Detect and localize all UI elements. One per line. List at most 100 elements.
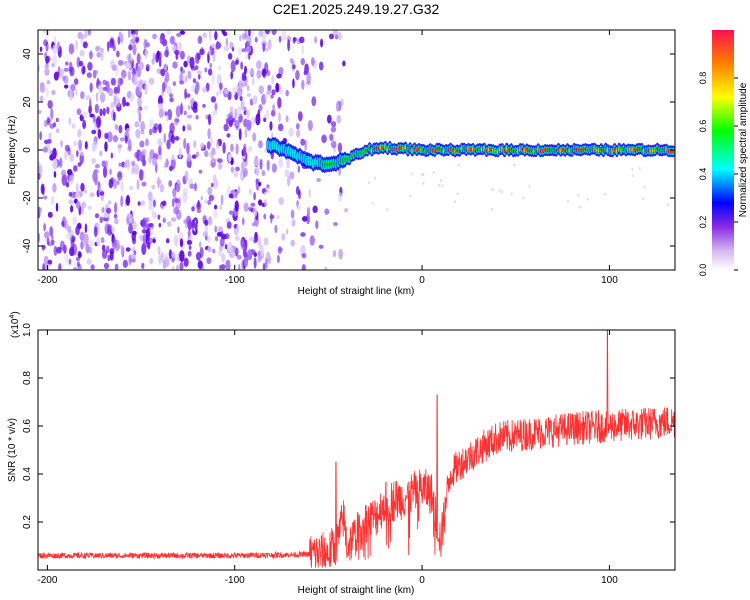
heatmap-cell <box>330 140 337 149</box>
heatmap-cell <box>99 191 105 196</box>
heatmap-cell <box>109 168 112 176</box>
heatmap-cell <box>337 192 343 203</box>
heatmap-cell <box>386 208 389 212</box>
heatmap-cell <box>133 164 140 176</box>
heatmap-cell <box>213 204 218 210</box>
heatmap-cell <box>328 173 331 177</box>
heatmap-cell <box>498 189 501 193</box>
colorbar-tick-label: 0.0 <box>698 264 708 277</box>
heatmap-cell <box>368 146 371 150</box>
heatmap-cell <box>50 195 55 206</box>
heatmap-cell <box>126 54 130 61</box>
heatmap-cell <box>177 41 183 52</box>
heatmap-cell <box>566 147 569 151</box>
heatmap-cell <box>207 199 212 206</box>
heatmap-cell <box>368 181 371 185</box>
heatmap-cell <box>625 148 627 153</box>
heatmap-cell <box>265 47 269 52</box>
heatmap-cell <box>631 148 634 152</box>
heatmap-cell <box>157 176 160 189</box>
heatmap-cell <box>309 235 315 246</box>
heatmap-cell <box>242 217 245 226</box>
heatmap-cell <box>301 44 304 55</box>
heatmap-cell <box>47 211 53 218</box>
heatmap-cell <box>216 231 223 237</box>
heatmap-cell <box>94 213 100 219</box>
heatmap-cell <box>93 140 98 151</box>
colorbar-tick-label: 0.8 <box>698 72 708 85</box>
heatmap-cell <box>537 147 540 151</box>
heatmap-cell <box>278 35 282 43</box>
heatmap-cell <box>89 113 95 118</box>
heatmap-cell <box>100 47 104 53</box>
heatmap-cell <box>474 149 477 153</box>
heatmap-cell <box>571 149 573 153</box>
heatmap-cell <box>104 132 109 140</box>
heatmap-cell <box>78 60 84 67</box>
heatmap-cell <box>292 78 295 89</box>
heatmap-cell <box>277 123 284 132</box>
heatmap-cell <box>114 263 119 270</box>
heatmap-cell <box>172 81 177 87</box>
heatmap-cell <box>217 162 223 170</box>
heatmap-cell <box>508 148 510 153</box>
heatmap-cell <box>113 111 116 122</box>
heatmap-cell <box>409 146 411 150</box>
colorbar-gradient <box>712 30 734 270</box>
heatmap-cell <box>290 58 294 64</box>
heatmap-cell <box>75 200 81 210</box>
heatmap-cell <box>278 157 284 168</box>
heatmap-cell <box>250 69 254 76</box>
heatmap-cell <box>151 208 155 218</box>
heatmap-cell <box>140 120 146 132</box>
heatmap-cell <box>485 149 488 153</box>
heatmap-cell <box>564 149 567 153</box>
heatmap-cell <box>258 181 262 187</box>
heatmap-cell <box>39 131 43 141</box>
heatmap-cell <box>84 30 88 33</box>
heatmap-cell <box>141 149 147 156</box>
heatmap-cell <box>152 52 156 63</box>
heatmap-cell <box>456 148 459 153</box>
heatmap-cell <box>214 225 218 233</box>
heatmap-cell <box>171 198 175 208</box>
heatmap-cell <box>157 138 163 146</box>
heatmap-cell <box>100 50 104 61</box>
heatmap-cell <box>77 250 82 258</box>
heatmap-cell <box>110 77 117 86</box>
heatmap-cell <box>186 114 193 119</box>
heatmap-cell <box>175 53 179 60</box>
heatmap-cell <box>262 31 266 43</box>
heatmap-cell <box>110 59 116 65</box>
heatmap-cell <box>135 128 141 139</box>
heatmap-cell <box>52 44 58 55</box>
bottom-x-ticks: -200 -100 0 100 <box>37 330 618 586</box>
heatmap-cell <box>125 158 131 171</box>
heatmap-cell <box>75 182 79 194</box>
heatmap-cell <box>335 101 339 113</box>
heatmap-cell <box>278 197 284 206</box>
heatmap-cell <box>196 70 202 75</box>
heatmap-cell <box>53 245 58 256</box>
heatmap-cell <box>94 163 100 169</box>
heatmap-cell <box>532 149 535 153</box>
heatmap-cell <box>578 205 581 209</box>
heatmap-cell <box>513 163 516 167</box>
heatmap-cell <box>194 221 198 233</box>
heatmap-cell <box>177 226 180 234</box>
heatmap-cell <box>264 91 268 102</box>
heatmap-cell <box>100 236 105 244</box>
heatmap-cell <box>43 195 48 200</box>
heatmap-cell <box>494 149 497 153</box>
heatmap-cell <box>652 149 654 153</box>
heatmap-cell <box>121 69 127 79</box>
heatmap-cell <box>436 147 438 151</box>
top-y-tick-label: 0 <box>22 147 33 153</box>
heatmap-cell <box>616 149 618 153</box>
heatmap-cell <box>179 80 185 85</box>
heatmap-cell <box>246 45 252 53</box>
bottom-y-tick-label: 0.6 <box>22 419 33 433</box>
heatmap-cell <box>246 119 252 131</box>
heatmap-cell <box>110 152 114 159</box>
